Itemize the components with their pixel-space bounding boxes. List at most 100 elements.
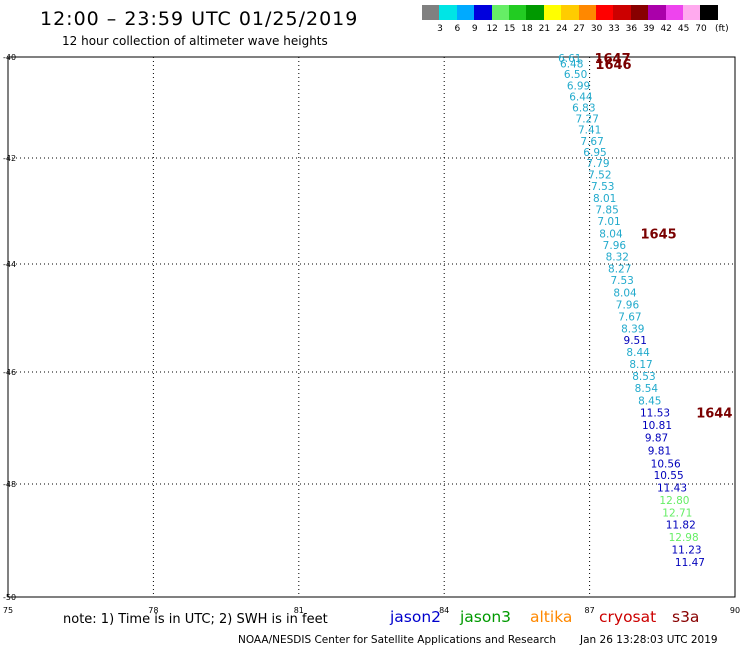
observation-labels: 6.616.486.506.996.446.837.277.417.676.95… <box>558 53 705 569</box>
satellite-name: jason2 <box>390 608 442 626</box>
wave-height-value: 8.04 <box>599 228 623 240</box>
lon-tick-label: 87 <box>585 606 595 615</box>
wave-height-value: 7.67 <box>580 136 603 148</box>
wave-height-value: 10.56 <box>651 458 681 470</box>
legend-swatch <box>700 5 718 20</box>
legend-label: 18 <box>521 24 533 34</box>
lon-tick-label: 78 <box>148 606 158 615</box>
satellite-name: cryosat <box>599 608 657 626</box>
wave-height-value: 9.87 <box>645 433 668 445</box>
legend-swatch <box>613 5 631 20</box>
wave-height-value: 8.04 <box>613 288 637 300</box>
wave-height-value: 8.44 <box>626 347 650 359</box>
wave-height-value: 12.80 <box>659 495 689 507</box>
legend-swatch <box>456 5 475 20</box>
lat-tick-label: -46 <box>3 368 16 377</box>
legend-swatch <box>665 5 683 20</box>
satellite-name: jason3 <box>460 608 512 626</box>
legend-swatch <box>509 5 527 20</box>
wave-height-value: 6.50 <box>564 69 587 81</box>
lat-tick-label: -48 <box>3 480 16 489</box>
wave-height-value: 7.27 <box>576 114 599 126</box>
lon-tick-label: 81 <box>294 606 304 615</box>
wave-height-value: 7.79 <box>586 158 609 170</box>
wave-height-value: 7.96 <box>616 300 640 312</box>
legend-swatch <box>561 5 579 20</box>
legend-label: 39 <box>643 24 655 34</box>
legend-label: 9 <box>471 24 478 34</box>
legend-swatch <box>630 5 649 20</box>
map-frame <box>7 56 736 598</box>
wave-height-value: 7.85 <box>595 204 618 216</box>
time-label: 1645 <box>640 227 676 242</box>
wave-height-value: 7.52 <box>588 169 611 181</box>
page-title: 12:00 – 23:59 UTC 01/25/2019 <box>40 8 359 30</box>
legend-label: 12 <box>486 24 498 34</box>
lat-tick-label: -50 <box>3 593 16 602</box>
legend-swatch <box>683 5 701 20</box>
wave-height-value: 11.82 <box>666 520 696 532</box>
legend-label: 15 <box>503 24 516 34</box>
legend-swatch <box>543 5 562 20</box>
wave-height-value: 12.98 <box>669 532 699 544</box>
wave-height-value: 6.83 <box>572 103 595 115</box>
credit-text: NOAA/NESDIS Center for Satellite Applica… <box>238 634 556 646</box>
legend-swatch <box>491 5 509 20</box>
time-label: 1647 <box>594 52 630 67</box>
legend-label: 27 <box>573 24 585 34</box>
legend-swatch <box>578 5 596 20</box>
lat-tick-label: -44 <box>3 260 16 269</box>
wave-height-value: 9.81 <box>648 445 671 457</box>
wave-height-value: 7.67 <box>618 311 641 323</box>
page-subtitle: 12 hour collection of altimeter wave hei… <box>62 34 328 48</box>
axis-tick-labels: 75 78 81 84 87 90 -40 -42 -44 -46 -48 -50 <box>3 53 740 615</box>
wave-height-value: 8.17 <box>629 359 652 371</box>
legend-swatch <box>648 5 666 20</box>
wave-height-value: 12.71 <box>662 507 692 519</box>
wave-height-value: 7.53 <box>591 181 614 193</box>
wave-height-value: 11.47 <box>675 557 705 569</box>
time-label: 1644 <box>696 406 732 421</box>
wave-height-value: 8.27 <box>608 263 631 275</box>
legend-swatch <box>439 5 457 20</box>
legend-label: 6 <box>454 24 461 34</box>
wave-height-value: 11.43 <box>657 482 687 494</box>
wave-height-value: 8.01 <box>593 193 616 205</box>
wave-height-value: 8.32 <box>606 252 629 264</box>
satellite-name: altika <box>530 608 573 626</box>
wave-height-value: 7.96 <box>603 240 627 252</box>
wave-height-value: 10.55 <box>654 470 684 482</box>
legend-swatch <box>422 5 440 20</box>
wave-height-value: 8.39 <box>621 323 644 335</box>
legend-label: 3 <box>437 24 443 34</box>
wave-height-value: 6.95 <box>583 147 606 159</box>
legend-swatch <box>526 5 544 20</box>
legend-label: 42 <box>660 24 672 34</box>
wave-height-value: 7.01 <box>597 216 620 228</box>
legend-label: 36 <box>625 24 638 34</box>
wave-height-value: 7.41 <box>578 125 601 137</box>
time-label: 1646 <box>595 58 631 73</box>
wave-height-value: 6.44 <box>569 91 593 103</box>
wave-height-value: 9.51 <box>624 335 647 347</box>
legend-label: 30 <box>590 24 603 34</box>
lat-tick-label: -40 <box>3 53 16 62</box>
generated-timestamp: Jan 26 13:28:03 UTC 2019 <box>580 634 718 646</box>
wave-height-value: 10.81 <box>642 420 672 432</box>
lon-tick-label: 75 <box>3 606 13 615</box>
legend-label: 24 <box>556 24 568 34</box>
legend-swatch <box>474 5 492 20</box>
legend-swatch <box>596 5 614 20</box>
lat-tick-label: -42 <box>3 154 16 163</box>
wave-height-value: 11.53 <box>640 407 670 419</box>
wave-height-value: 6.61 <box>558 53 581 65</box>
footer-note: note: 1) Time is in UTC; 2) SWH is in fe… <box>63 612 328 627</box>
legend-label: 45 <box>677 24 690 34</box>
lon-tick-label: 84 <box>439 606 449 615</box>
wave-height-value: 8.53 <box>632 371 655 383</box>
satellite-name: s3a <box>672 608 700 626</box>
wave-height-value: 6.99 <box>567 80 590 92</box>
wave-height-value: 6.48 <box>560 59 583 71</box>
